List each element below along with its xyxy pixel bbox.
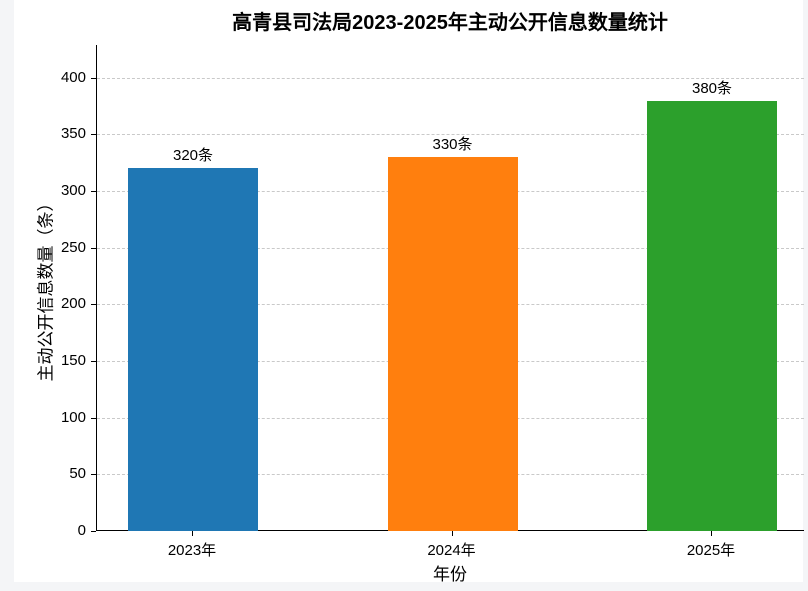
x-tick-label-2023年: 2023年 bbox=[167, 542, 217, 559]
bar-2025年 bbox=[647, 100, 777, 531]
x-tick-label-2025年: 2025年 bbox=[686, 542, 736, 559]
y-tick-mark-200 bbox=[91, 304, 96, 306]
y-tick-mark-0 bbox=[91, 531, 96, 532]
bar-2024年 bbox=[387, 157, 518, 531]
y-tick-mark-150 bbox=[91, 361, 96, 363]
y-tick-label-350: 350 bbox=[60, 125, 86, 143]
y-tick-label-250: 250 bbox=[60, 238, 86, 256]
y-tick-mark-350 bbox=[91, 134, 96, 136]
y-tick-mark-250 bbox=[91, 247, 96, 249]
x-tick-label-2024年: 2024年 bbox=[427, 542, 476, 559]
gridline-y-400 bbox=[97, 77, 804, 79]
y-tick-label-400: 400 bbox=[60, 68, 86, 86]
x-tick-mark-2025年 bbox=[711, 531, 712, 536]
y-tick-mark-400 bbox=[91, 77, 96, 79]
bar-value-label-2024年: 330条 bbox=[432, 136, 473, 154]
bar-value-label-2025年: 380条 bbox=[691, 79, 733, 97]
chart-title: 高青县司法局2023-2025年主动公开信息数量统计 bbox=[232, 12, 668, 34]
y-tick-mark-300 bbox=[91, 191, 96, 193]
y-tick-label-100: 100 bbox=[60, 408, 86, 426]
plot-area: 320条 330条 380条 bbox=[96, 45, 804, 531]
gridline-y-350 bbox=[97, 134, 804, 136]
x-axis-title: 年份 bbox=[433, 565, 467, 584]
y-tick-label-0: 0 bbox=[77, 522, 86, 539]
x-tick-mark-2023年 bbox=[192, 531, 193, 536]
bar-value-label-2023年: 320条 bbox=[172, 147, 214, 165]
bar-2023年 bbox=[128, 168, 258, 531]
y-tick-label-300: 300 bbox=[60, 182, 86, 200]
y-axis-title: 主动公开信息数量（条） bbox=[36, 194, 56, 382]
y-tick-label-50: 50 bbox=[69, 465, 86, 483]
y-tick-mark-50 bbox=[91, 474, 96, 476]
y-tick-mark-100 bbox=[91, 417, 96, 419]
y-tick-label-150: 150 bbox=[60, 352, 86, 370]
x-tick-mark-2024年 bbox=[451, 531, 453, 536]
y-tick-label-200: 200 bbox=[60, 295, 86, 313]
chart-figure: 高青县司法局2023-2025年主动公开信息数量统计 320条 330条 380条 … bbox=[14, 0, 804, 584]
